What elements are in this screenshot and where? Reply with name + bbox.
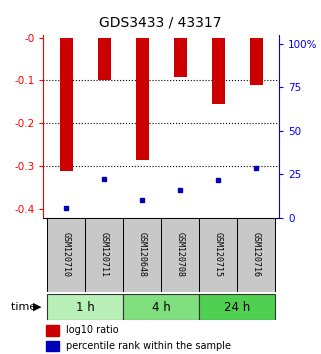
Bar (123, 218, 161, 292)
Text: 1 h: 1 h (76, 301, 95, 314)
Bar (46, 341, 59, 352)
Bar (135, 38, 149, 160)
Text: time: time (11, 302, 40, 312)
Bar (212, 38, 225, 104)
Text: log10 ratio: log10 ratio (66, 325, 119, 336)
Text: GSM120715: GSM120715 (214, 232, 223, 278)
Bar (59, 38, 73, 171)
Text: ▶: ▶ (33, 302, 42, 312)
Text: GSM120648: GSM120648 (138, 232, 147, 278)
Bar (161, 218, 199, 292)
Bar (199, 294, 275, 320)
Bar (47, 294, 123, 320)
Text: percentile rank within the sample: percentile rank within the sample (66, 341, 231, 352)
Bar (98, 38, 111, 80)
Text: 24 h: 24 h (224, 301, 250, 314)
Text: GSM120710: GSM120710 (62, 232, 71, 278)
Text: GSM120716: GSM120716 (252, 232, 261, 278)
Bar (46, 325, 59, 336)
Bar (199, 218, 238, 292)
Text: GSM120708: GSM120708 (176, 232, 185, 278)
Bar (174, 38, 187, 77)
Text: GSM120711: GSM120711 (100, 232, 109, 278)
Bar (238, 218, 275, 292)
Text: GDS3433 / 43317: GDS3433 / 43317 (99, 16, 222, 30)
Text: 4 h: 4 h (152, 301, 171, 314)
Bar (47, 218, 85, 292)
Bar (85, 218, 123, 292)
Bar (250, 38, 263, 85)
Bar (123, 294, 199, 320)
